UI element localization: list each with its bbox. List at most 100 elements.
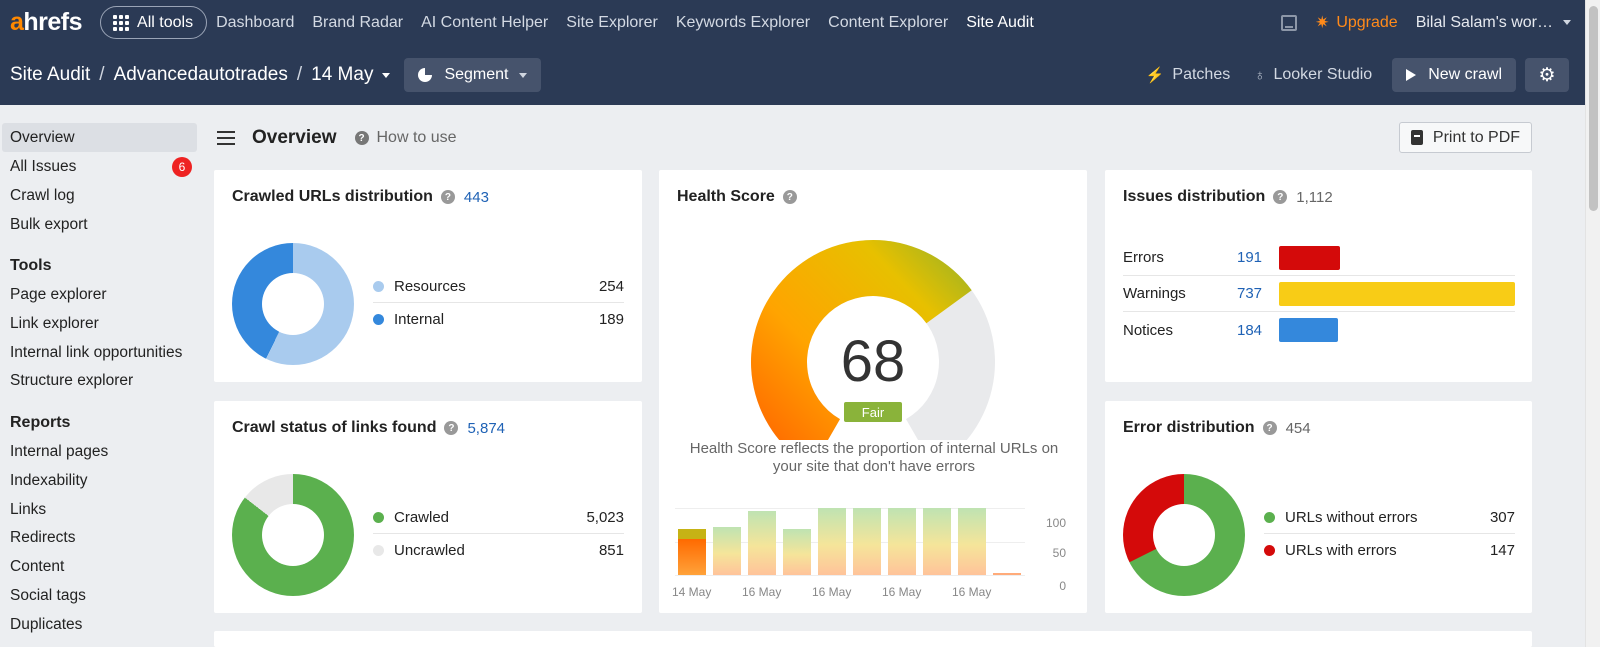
print-to-pdf-button[interactable]: Print to PDF (1399, 122, 1532, 153)
patches-link[interactable]: ⚡ Patches (1146, 66, 1231, 84)
issues-count[interactable]: 184 (1237, 321, 1263, 339)
legend-row[interactable]: Internal 189 (373, 303, 624, 335)
health-score-title: Health Score (677, 188, 775, 205)
error-distribution-legend: URLs without errors 307 URLs with errors… (1264, 502, 1515, 566)
nav-link-brand-radar[interactable]: Brand Radar (312, 13, 404, 31)
project-header: Site Audit / Advancedautotrades / 14 May… (0, 45, 1585, 105)
issues-row-errors[interactable]: Errors 191 (1123, 240, 1515, 276)
health-history-bar[interactable] (958, 508, 986, 575)
sidebar-item-crawl-log[interactable]: Crawl log (2, 181, 197, 210)
legend-value: 851 (598, 541, 624, 559)
looker-studio-label: Looker Studio (1273, 66, 1373, 83)
looker-icon: ♁ (1254, 66, 1266, 84)
upgrade-button[interactable]: ✷ Upgrade (1315, 13, 1398, 33)
issues-label: Warnings (1123, 285, 1186, 302)
crawled-urls-total[interactable]: 443 (463, 188, 489, 206)
looker-studio-link[interactable]: ♁ Looker Studio (1254, 66, 1372, 84)
nav-link-keywords-explorer[interactable]: Keywords Explorer (675, 13, 811, 31)
x-axis-label: 16 May (882, 585, 922, 599)
sidebar-item-social-tags[interactable]: Social tags (2, 581, 197, 610)
legend-value: 254 (598, 278, 624, 295)
issues-row-warnings[interactable]: Warnings 737 (1123, 276, 1515, 312)
health-history-bar[interactable] (818, 508, 846, 575)
legend-value: 5,023 (586, 509, 624, 526)
sidebar-item-redirects[interactable]: Redirects (2, 523, 197, 552)
segment-dropdown[interactable]: Segment (404, 58, 541, 92)
sidebar-item-bulk-export[interactable]: Bulk export (2, 210, 197, 239)
health-history-bar[interactable] (678, 529, 706, 575)
nav-link-site-audit[interactable]: Site Audit (966, 13, 1034, 31)
health-history-bar[interactable] (713, 526, 741, 575)
crawled-urls-title: Crawled URLs distribution (232, 188, 433, 205)
help-icon[interactable]: ? (444, 421, 459, 435)
sidebar-heading-tools: Tools (10, 257, 52, 274)
help-icon[interactable]: ? (1273, 190, 1288, 204)
sidebar-item-internal-pages[interactable]: Internal pages (2, 437, 197, 466)
x-axis-label: 14 May (672, 585, 712, 599)
sidebar-item-duplicates[interactable]: Duplicates (2, 610, 197, 639)
crawl-date-selector[interactable]: 14 May (311, 64, 374, 85)
breadcrumb-project[interactable]: Advancedautotrades (113, 64, 288, 85)
play-icon (1406, 69, 1417, 81)
chevron-down-icon[interactable] (382, 72, 391, 78)
health-history-bar[interactable] (853, 508, 881, 575)
crawl-status-title: Crawl status of links found (232, 419, 437, 436)
new-crawl-button[interactable]: New crawl (1392, 58, 1516, 92)
error-distribution-total: 454 (1285, 419, 1311, 437)
x-axis-label: 16 May (952, 585, 992, 599)
crawled-urls-legend: Resources 254 Internal 189 (373, 271, 624, 335)
how-to-use-link[interactable]: ? How to use (354, 129, 457, 147)
page-scrollbar[interactable] (1585, 0, 1600, 647)
lightning-icon: ⚡ (1145, 67, 1165, 84)
error-distribution-title: Error distribution (1123, 419, 1255, 436)
legend-row[interactable]: URLs without errors 307 (1264, 502, 1515, 534)
sidebar-item-label: Bulk export (10, 215, 88, 233)
print-to-pdf-label: Print to PDF (1432, 128, 1521, 146)
sidebar-item-page-explorer[interactable]: Page explorer (2, 280, 197, 309)
health-history-bar[interactable] (993, 573, 1021, 575)
help-icon[interactable]: ? (440, 190, 455, 204)
legend-dot (1264, 544, 1275, 556)
legend-dot (373, 313, 384, 325)
monitor-icon[interactable] (1281, 14, 1298, 31)
sidebar-item-link-explorer[interactable]: Link explorer (2, 309, 197, 338)
sidebar-item-overview[interactable]: Overview (2, 123, 197, 152)
legend-dot (373, 512, 384, 523)
issues-count[interactable]: 191 (1237, 249, 1263, 266)
sidebar-item-links[interactable]: Links (2, 495, 197, 524)
errors-bar (1279, 245, 1341, 270)
card-title: Health Score ? (677, 188, 797, 206)
all-tools-label: All tools (137, 13, 194, 31)
menu-icon[interactable] (217, 131, 235, 145)
health-history-bar[interactable] (888, 508, 916, 575)
legend-row[interactable]: Crawled 5,023 (373, 502, 624, 534)
legend-row[interactable]: URLs with errors 147 (1264, 534, 1515, 566)
health-history-bar[interactable] (783, 529, 811, 575)
ahrefs-logo[interactable]: ahrefs (10, 8, 83, 36)
scrollbar-thumb[interactable] (1589, 6, 1598, 211)
sidebar-item-content[interactable]: Content (2, 552, 197, 581)
sidebar-item-indexability[interactable]: Indexability (2, 466, 197, 495)
settings-button[interactable]: ⚙ (1525, 58, 1569, 92)
breadcrumb-site-audit[interactable]: Site Audit (10, 64, 91, 85)
health-history-bar[interactable] (923, 508, 951, 575)
legend-label: Resources (394, 278, 466, 295)
nav-link-ai-content-helper[interactable]: AI Content Helper (421, 13, 549, 31)
crawl-status-total[interactable]: 5,874 (467, 419, 506, 437)
health-score-description: Health Score reflects the proportion of … (689, 440, 1059, 475)
health-history-bar[interactable] (748, 511, 776, 575)
account-menu[interactable]: Bilal Salam's wor… (1416, 14, 1571, 32)
all-tools-button[interactable]: All tools (100, 6, 208, 39)
sidebar-item-all-issues[interactable]: All Issues 6 (2, 152, 197, 181)
sidebar-item-internal-link-opportunities[interactable]: Internal link opportunities (2, 338, 197, 367)
help-icon[interactable]: ? (1262, 421, 1277, 435)
issues-row-notices[interactable]: Notices 184 (1123, 312, 1515, 348)
nav-link-content-explorer[interactable]: Content Explorer (828, 13, 949, 31)
legend-row[interactable]: Uncrawled 851 (373, 534, 624, 566)
legend-row[interactable]: Resources 254 (373, 271, 624, 303)
nav-link-site-explorer[interactable]: Site Explorer (566, 13, 658, 31)
issues-count[interactable]: 737 (1237, 285, 1263, 302)
sidebar-item-structure-explorer[interactable]: Structure explorer (2, 366, 197, 395)
nav-link-dashboard[interactable]: Dashboard (216, 13, 295, 31)
help-icon[interactable]: ? (782, 190, 797, 204)
